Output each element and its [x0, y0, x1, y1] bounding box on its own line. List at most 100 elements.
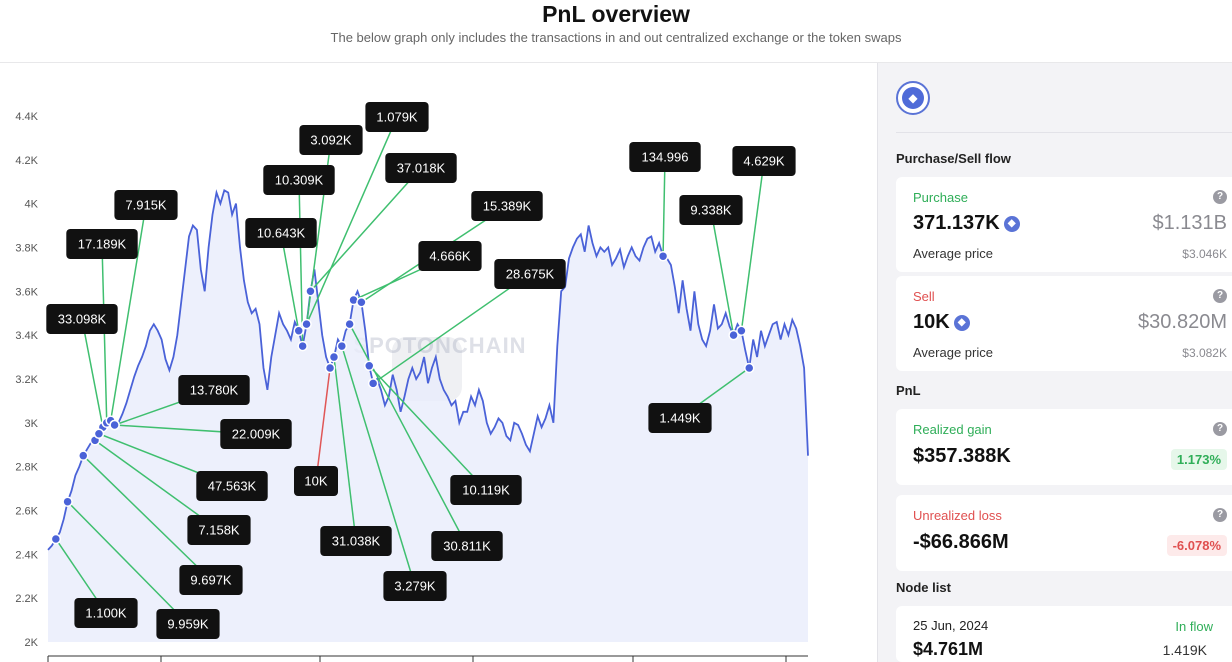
marker-label: 33.098K	[58, 312, 107, 327]
marker-label-box	[629, 142, 701, 172]
marker-label: 1.079K	[376, 110, 418, 125]
marker-label-box	[178, 375, 250, 405]
transaction-point	[363, 360, 375, 372]
marker-label: 47.563K	[208, 479, 257, 494]
page-title: PnL overview	[542, 1, 690, 27]
purchase-amount-row: 371.137K ◆	[913, 212, 1020, 235]
node-value: $4.761M	[913, 639, 984, 659]
marker-label-box	[320, 526, 392, 556]
transaction-point	[93, 428, 105, 440]
transaction-point	[328, 351, 340, 363]
marker-label-box	[471, 191, 543, 221]
marker-label: 17.189K	[78, 237, 127, 252]
y-tick-label: 2.4K	[15, 549, 38, 561]
marker-connector	[662, 156, 666, 257]
transaction-point	[657, 250, 669, 262]
transaction-point	[50, 533, 62, 545]
ethereum-icon[interactable]: ◆	[896, 81, 930, 115]
marker-label: 3.279K	[394, 579, 436, 594]
y-tick-label: 3.2K	[15, 374, 38, 386]
marker-label: 31.038K	[332, 534, 381, 549]
help-icon[interactable]: ?	[1213, 422, 1227, 436]
y-tick-label: 3.8K	[15, 242, 38, 254]
marker-label-box	[114, 190, 178, 220]
marker-label-box	[196, 471, 268, 501]
marker-label-box	[365, 102, 429, 132]
marker-label: 10.309K	[275, 173, 324, 188]
marker-label-box	[294, 466, 338, 496]
marker-label-box	[187, 515, 251, 545]
transaction-point	[109, 419, 120, 431]
marker-connector	[305, 116, 398, 325]
marker-connector	[372, 273, 531, 384]
transaction-point	[356, 296, 367, 308]
price-line	[47, 189, 809, 551]
eth-coin-icon: ◆	[1003, 215, 1020, 232]
marker-label: 3.092K	[310, 133, 352, 148]
marker-label-box	[494, 259, 566, 289]
marker-label-box	[383, 571, 447, 601]
node-list-item[interactable]: 25 Jun, 2024 In flow $4.761M 1.419K	[896, 606, 1232, 662]
marker-connector	[67, 501, 189, 625]
y-tick-label: 2K	[25, 637, 39, 649]
marker-connector	[740, 160, 765, 331]
marker-label-box	[156, 609, 220, 639]
transaction-point	[344, 318, 355, 330]
marker-label: 30.811K	[443, 539, 491, 554]
sell-amount-row: 10K ◆	[913, 311, 970, 334]
transaction-point	[62, 496, 73, 507]
transaction-point	[305, 286, 316, 297]
marker-label: 4.629K	[743, 154, 785, 169]
marker-label: 1.449K	[659, 411, 701, 426]
marker-label-box	[46, 304, 118, 334]
sell-avg-value: $3.082K	[1182, 346, 1227, 360]
marker-label-box	[299, 125, 363, 155]
marker-label: 134.996	[642, 150, 689, 165]
realized-value: $357.388K	[913, 445, 1011, 467]
transaction-point	[78, 450, 89, 461]
marker-connector	[81, 318, 104, 428]
transaction-point	[736, 325, 747, 336]
pnl-chart-svg[interactable]: 2K 2.2K 2.4K 2.6K 2.8K 3K 3.2K 3.4K 3.6K 3.8K 4K 4.…	[0, 63, 877, 662]
unrealized-pct-badge: -6.078%	[1166, 535, 1227, 556]
marker-label: 22.009K	[232, 427, 281, 442]
help-icon[interactable]: ?	[1213, 508, 1227, 522]
y-tick-label: 2.6K	[15, 505, 38, 517]
realized-label: Realized gain	[913, 422, 992, 437]
marker-label: 7.915K	[125, 198, 167, 213]
purchase-card: Purchase ? 371.137K ◆ $1.131B Average pri…	[896, 177, 1232, 272]
marker-connector	[309, 167, 422, 292]
transaction-point	[297, 340, 308, 352]
marker-label-box	[263, 165, 335, 195]
transaction-point	[336, 340, 348, 352]
marker-label: 15.389K	[483, 199, 532, 214]
sell-label: Sell	[913, 289, 935, 304]
purchase-value: $1.131B	[1152, 212, 1227, 234]
transaction-point	[743, 362, 755, 374]
marker-label: 10.643K	[257, 226, 306, 241]
y-tick-label: 3K	[25, 418, 39, 430]
marker-label-box	[450, 475, 522, 505]
help-icon[interactable]: ?	[1213, 289, 1227, 303]
marker-label-box	[679, 195, 743, 225]
unrealized-value: -$66.866M	[913, 531, 1009, 553]
marker-connector	[710, 209, 735, 336]
y-tick-label: 3.6K	[15, 286, 38, 298]
marker-label: 37.018K	[397, 161, 446, 176]
help-icon[interactable]: ?	[1213, 190, 1227, 204]
marker-connector	[341, 345, 416, 587]
marker-connector	[333, 356, 357, 542]
unrealized-label: Unrealized loss	[913, 508, 1002, 523]
marker-label: 13.780K	[190, 383, 239, 398]
y-tick-label: 3.4K	[15, 330, 38, 342]
realized-gain-card: Realized gain ? $357.388K 1.173%	[896, 409, 1232, 485]
sell-card: Sell ? 10K ◆ $30.820M Average price $3.08…	[896, 276, 1232, 371]
unrealized-loss-card: Unrealized loss ? -$66.866M -6.078%	[896, 495, 1232, 571]
page-header: PnL overview The below graph only includ…	[0, 0, 1232, 63]
purchase-label: Purchase	[913, 190, 968, 205]
sell-value: $30.820M	[1138, 311, 1227, 333]
pnl-chart[interactable]: SPOTONCHAIN 2K 2.2K 2.4K 2.6K 2.8K 3K 3.2K 3.4K…	[0, 63, 877, 662]
marker-connector	[315, 367, 331, 482]
side-panel: ◆ Purchase/Sell flow Purchase ? 371.137K…	[877, 63, 1232, 662]
marker-connector	[109, 204, 147, 421]
